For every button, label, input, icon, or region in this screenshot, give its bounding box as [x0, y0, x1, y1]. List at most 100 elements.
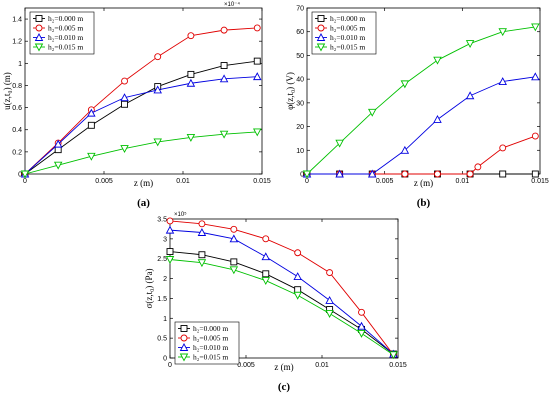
data-point	[499, 170, 507, 178]
data-point	[401, 170, 409, 178]
legend-marker	[35, 24, 43, 32]
data-point	[302, 170, 312, 179]
y-axis-label: u(z,t₀) (m)	[2, 72, 12, 110]
plot-frame	[169, 218, 399, 359]
data-point	[326, 269, 334, 277]
x-tick-label: 0	[168, 362, 172, 369]
data-point	[531, 72, 540, 81]
series-line	[169, 251, 394, 355]
legend-label: h₂=0.005 m	[330, 24, 365, 33]
data-point	[294, 286, 302, 294]
y-tick-label: 10	[296, 148, 304, 155]
y-tick-label: 60	[296, 29, 304, 36]
data-point	[20, 170, 30, 179]
y-tick-label: 40	[296, 77, 304, 84]
legend-marker	[180, 325, 188, 332]
legend-marker	[317, 15, 325, 22]
data-point	[262, 235, 270, 243]
x-axis-label: z (m)	[414, 178, 433, 188]
plot-frame	[24, 7, 263, 175]
y-tick-label: 1.5	[157, 296, 167, 303]
data-point	[166, 248, 174, 256]
legend-label: h₂=0.010 m	[48, 33, 83, 42]
data-point	[293, 291, 302, 300]
y-tick-label: 3	[163, 236, 167, 243]
data-point	[531, 132, 539, 140]
data-point	[220, 62, 228, 69]
legend-label: h₂=0.000 m	[330, 14, 365, 23]
data-point	[87, 121, 95, 129]
y-tick-label: 50	[296, 53, 304, 60]
legend-marker	[180, 334, 188, 342]
series-line	[24, 27, 258, 175]
series-line	[24, 60, 258, 175]
data-point	[121, 77, 128, 85]
data-point	[53, 139, 63, 148]
x-tick-label: 0.015	[531, 178, 549, 185]
data-point	[357, 321, 366, 330]
data-point	[120, 145, 129, 153]
x-tick-label: 0.015	[389, 362, 407, 369]
series-4	[302, 23, 540, 179]
data-point	[261, 252, 271, 261]
data-point	[253, 24, 261, 32]
y-tick-label: 0	[163, 356, 167, 363]
data-point	[293, 272, 302, 281]
legend: h₂=0.000 mh₂=0.005 mh₂=0.010 mh₂=0.015 m	[311, 11, 377, 55]
legend-marker	[316, 43, 326, 52]
y-tick-label: 0.2	[12, 149, 22, 156]
legend: h₂=0.000 mh₂=0.005 mh₂=0.010 mh₂=0.015 m	[29, 11, 95, 55]
series-line	[24, 131, 258, 175]
data-point	[400, 145, 410, 154]
data-point	[186, 78, 196, 87]
data-point	[400, 80, 410, 89]
x-tick-label: 0	[23, 178, 27, 185]
data-point	[325, 310, 334, 318]
x-axis-label: z (m)	[274, 362, 293, 372]
series-line	[24, 76, 258, 175]
y-tick-label: 0	[300, 172, 304, 179]
y-tick-label: 3.5	[157, 217, 167, 224]
data-point	[499, 144, 507, 152]
axis-multiplier: ×10⁻⁴	[224, 1, 240, 8]
y-tick-label: 1	[18, 61, 22, 68]
data-point	[187, 70, 195, 78]
y-axis-label: φ(z,t₀) (V)	[285, 72, 295, 110]
series-3	[20, 72, 262, 178]
data-point	[229, 266, 239, 275]
data-point	[294, 249, 302, 257]
series-2	[303, 132, 539, 178]
y-tick-label: 0.6	[12, 105, 22, 112]
data-point	[53, 161, 63, 170]
data-point	[87, 108, 96, 117]
series-line	[307, 76, 536, 175]
data-point	[121, 100, 128, 108]
legend-marker	[35, 15, 43, 22]
y-tick-label: 30	[296, 100, 304, 107]
y-tick-label: 1	[163, 316, 167, 323]
data-point	[253, 57, 261, 65]
legend-label: h₂=0.010 m	[193, 343, 228, 352]
y-tick-label: 20	[296, 124, 304, 131]
data-point	[229, 234, 239, 243]
x-tick-label: 0.01	[456, 178, 470, 185]
x-tick-label: 0.005	[95, 178, 113, 185]
data-point	[186, 134, 196, 142]
data-point	[253, 72, 262, 81]
series-line	[306, 26, 536, 175]
data-point	[325, 295, 334, 304]
data-point	[465, 40, 475, 49]
data-point	[433, 56, 442, 65]
data-point	[367, 169, 377, 178]
series-line	[169, 229, 394, 355]
data-point	[498, 77, 507, 85]
data-point	[153, 138, 162, 147]
legend-label: h₂=0.005 m	[48, 24, 83, 33]
legend-label: h₂=0.000 m	[193, 324, 228, 333]
data-point	[153, 85, 162, 94]
legend-marker	[179, 353, 189, 362]
x-tick-label: 0.015	[253, 178, 271, 185]
axis-multiplier: ×10⁵	[174, 211, 187, 218]
data-point	[187, 32, 195, 40]
legend: h₂=0.000 mh₂=0.005 mh₂=0.010 mh₂=0.015 m	[174, 321, 240, 365]
